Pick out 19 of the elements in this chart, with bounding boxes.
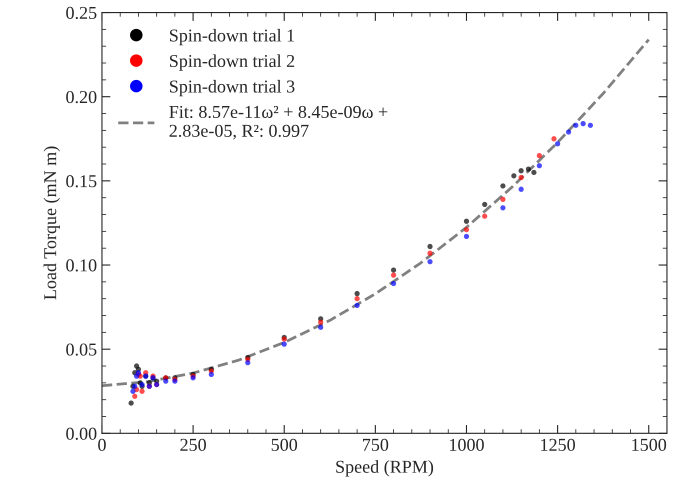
x-tick-label: 750 [363,438,388,451]
legend-label: Fit: 8.57e-11ω² + 8.45e-09ω + 2.83e-05, R²: 0.997 [169,106,388,140]
y-tick-label: 0.25 [66,6,96,20]
legend-label: Spin-down trial 2 [170,54,294,71]
x-axis-title: Speed (RPM) [336,460,434,477]
y-tick-label: 0.05 [66,343,96,356]
y-tick-label: 0.10 [66,259,96,272]
x-tick-label: 1500 [632,438,666,451]
x-tick-label: 1250 [541,438,575,451]
y-tick-label: 0.00 [66,428,96,440]
y-axis-title: Load Torque (mN m) [44,146,60,300]
x-tick-label: 0 [98,438,106,451]
legend-label: Spin-down trial 1 [170,28,294,46]
x-tick-label: 250 [180,438,206,451]
legend-label: Spin-down trial 3 [170,80,294,96]
x-tick-label: 1000 [450,438,484,451]
y-tick-label: 0.15 [66,175,96,188]
y-tick-label: 0.20 [66,90,96,104]
x-tick-label: 500 [272,438,298,451]
